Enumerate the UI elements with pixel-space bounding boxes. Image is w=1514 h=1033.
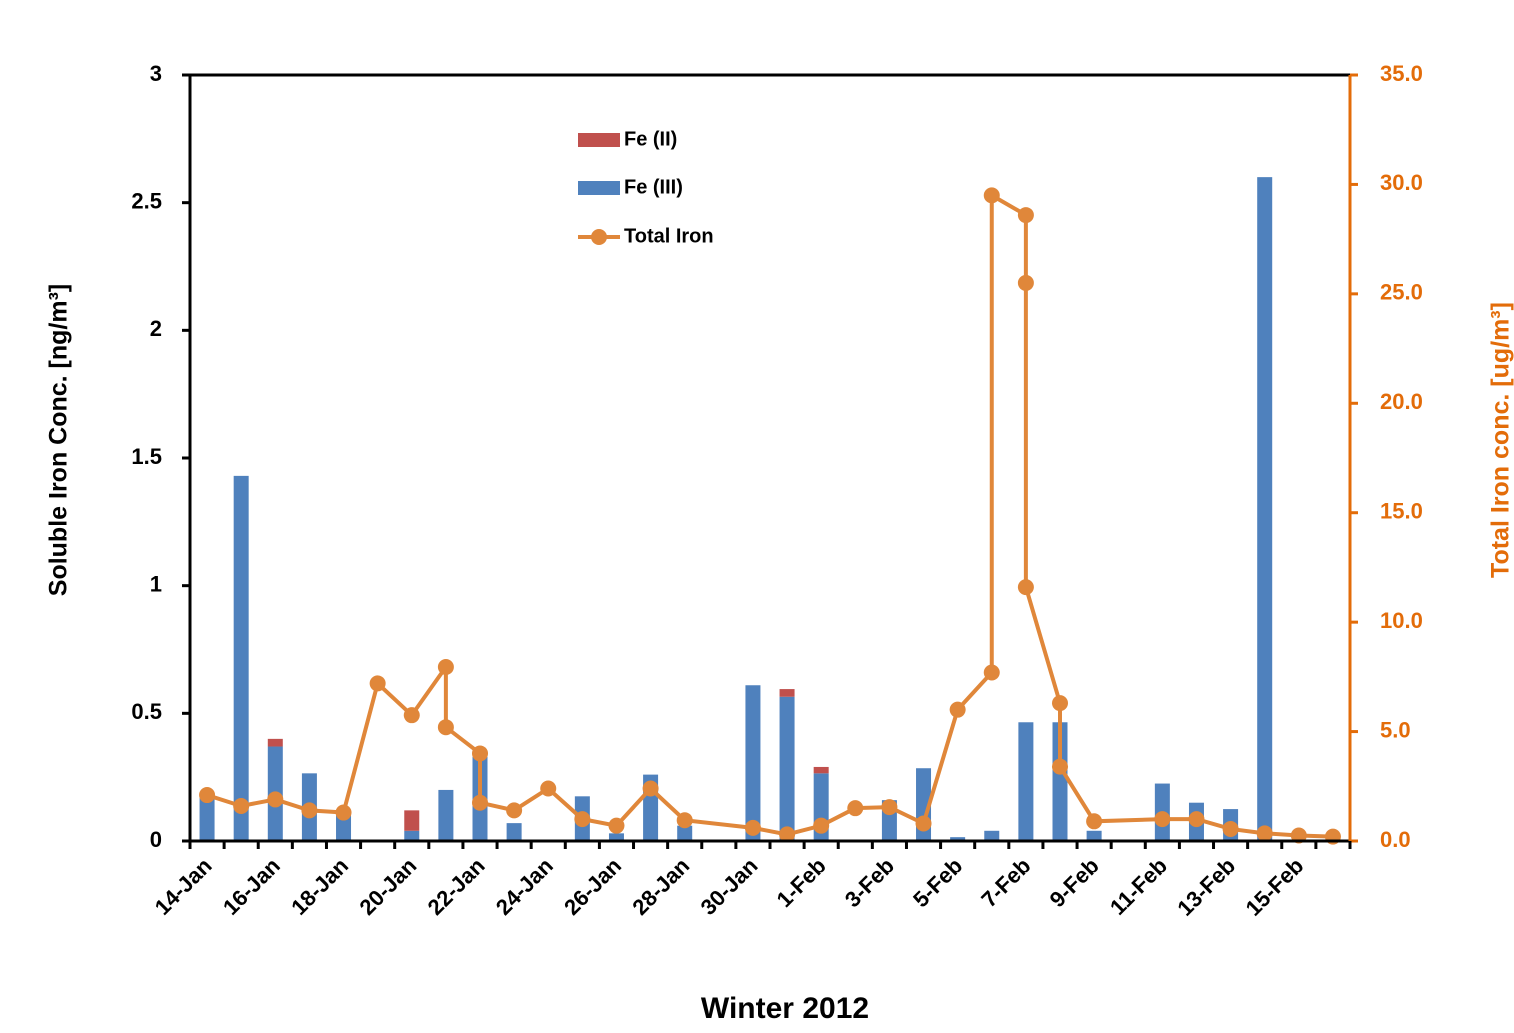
marker bbox=[1188, 811, 1205, 828]
bar bbox=[404, 830, 420, 841]
marker bbox=[437, 719, 454, 736]
marker bbox=[437, 659, 454, 676]
marker bbox=[301, 802, 318, 819]
x-tick-label: 5-Feb bbox=[908, 853, 967, 912]
x-tick-label: 13-Feb bbox=[1172, 853, 1240, 921]
y-tick-label: 0 bbox=[150, 827, 162, 852]
y-axis-title: Soluble Iron Conc. [ng/m³] bbox=[45, 284, 73, 596]
legend-swatch bbox=[578, 133, 620, 147]
x-tick-label: 24-Jan bbox=[491, 853, 558, 920]
marker bbox=[1222, 820, 1239, 837]
x-tick-label: 20-Jan bbox=[354, 853, 421, 920]
marker bbox=[267, 791, 284, 808]
bar bbox=[336, 815, 352, 841]
marker bbox=[676, 812, 693, 829]
marker bbox=[1017, 274, 1034, 291]
bar bbox=[779, 696, 795, 841]
line bbox=[206, 191, 1334, 839]
x-tick-label: 15-Feb bbox=[1241, 853, 1309, 921]
y2-tick-label: 25.0 bbox=[1380, 280, 1423, 305]
marker bbox=[744, 819, 761, 836]
y2-axis-title: Total Iron conc. [ug/m³] bbox=[1487, 302, 1514, 578]
y-tick-label: 2.5 bbox=[131, 188, 162, 213]
bar bbox=[506, 823, 522, 841]
marker bbox=[1256, 825, 1273, 842]
marker bbox=[199, 787, 216, 804]
marker bbox=[1052, 695, 1068, 712]
bar bbox=[608, 833, 624, 841]
x-tick-label: 18-Jan bbox=[286, 853, 353, 920]
marker bbox=[1017, 579, 1034, 596]
y2-tick-label: 5.0 bbox=[1380, 717, 1411, 742]
bar bbox=[404, 810, 420, 831]
marker bbox=[983, 664, 1000, 681]
marker bbox=[403, 707, 420, 724]
x-axis-title: Winter 2012 bbox=[701, 992, 869, 1025]
y-tick-label: 1 bbox=[150, 571, 162, 596]
bar bbox=[1018, 722, 1034, 841]
marker bbox=[642, 780, 659, 797]
marker bbox=[574, 811, 591, 828]
x-tick-label: 22-Jan bbox=[423, 853, 490, 920]
x-tick-label: 16-Jan bbox=[218, 853, 285, 920]
x-tick-label: 26-Jan bbox=[559, 853, 626, 920]
x-tick-label: 3-Feb bbox=[840, 853, 899, 912]
y-tick-label: 1.5 bbox=[131, 444, 162, 469]
legend-swatch bbox=[578, 181, 620, 195]
bar bbox=[267, 738, 283, 747]
bar bbox=[779, 689, 795, 697]
bar bbox=[677, 825, 693, 841]
x-tick-label: 1-Feb bbox=[772, 853, 831, 912]
marker bbox=[881, 799, 898, 816]
marker bbox=[847, 800, 864, 817]
y2-tick-label: 15.0 bbox=[1380, 499, 1423, 524]
marker bbox=[540, 780, 557, 797]
bar bbox=[950, 837, 966, 841]
marker bbox=[369, 675, 386, 692]
x-tick-label: 14-Jan bbox=[150, 853, 217, 920]
y2-tick-label: 0.0 bbox=[1380, 827, 1411, 852]
bar bbox=[199, 797, 215, 841]
y2-tick-label: 30.0 bbox=[1380, 170, 1423, 195]
marker bbox=[983, 187, 1000, 204]
bar bbox=[745, 685, 761, 841]
x-tick-label: 30-Jan bbox=[696, 853, 763, 920]
legend-swatch bbox=[591, 229, 607, 245]
bar bbox=[1052, 722, 1068, 841]
marker bbox=[472, 794, 488, 811]
bar bbox=[233, 475, 249, 841]
marker bbox=[915, 815, 932, 832]
y2-tick-label: 35.0 bbox=[1380, 61, 1423, 86]
marker bbox=[608, 817, 625, 834]
marker bbox=[1052, 758, 1068, 775]
legend-label: Fe (II) bbox=[624, 128, 677, 150]
y-tick-label: 2 bbox=[150, 316, 162, 341]
x-tick-label: 7-Feb bbox=[976, 853, 1035, 912]
legend-label: Total Iron bbox=[624, 225, 714, 247]
marker bbox=[472, 745, 488, 762]
bar bbox=[984, 830, 1000, 841]
marker bbox=[949, 701, 966, 718]
x-tick-label: 9-Feb bbox=[1045, 853, 1104, 912]
y-tick-label: 0.5 bbox=[131, 699, 162, 724]
x-tick-label: 11-Feb bbox=[1105, 853, 1172, 920]
bar bbox=[1257, 177, 1273, 842]
bar bbox=[438, 789, 454, 841]
x-tick-label: 28-Jan bbox=[627, 853, 694, 920]
marker bbox=[233, 797, 250, 814]
marker bbox=[1017, 207, 1034, 224]
marker bbox=[813, 817, 830, 834]
marker bbox=[335, 804, 352, 821]
y2-tick-label: 10.0 bbox=[1380, 608, 1423, 633]
bar bbox=[1086, 830, 1102, 841]
marker bbox=[1086, 813, 1103, 830]
y2-tick-label: 20.0 bbox=[1380, 389, 1423, 414]
marker bbox=[1154, 811, 1171, 828]
bar bbox=[813, 766, 829, 774]
marker bbox=[779, 826, 796, 843]
legend-label: Fe (III) bbox=[624, 176, 683, 198]
marker bbox=[506, 802, 523, 819]
y-tick-label: 3 bbox=[150, 61, 162, 86]
